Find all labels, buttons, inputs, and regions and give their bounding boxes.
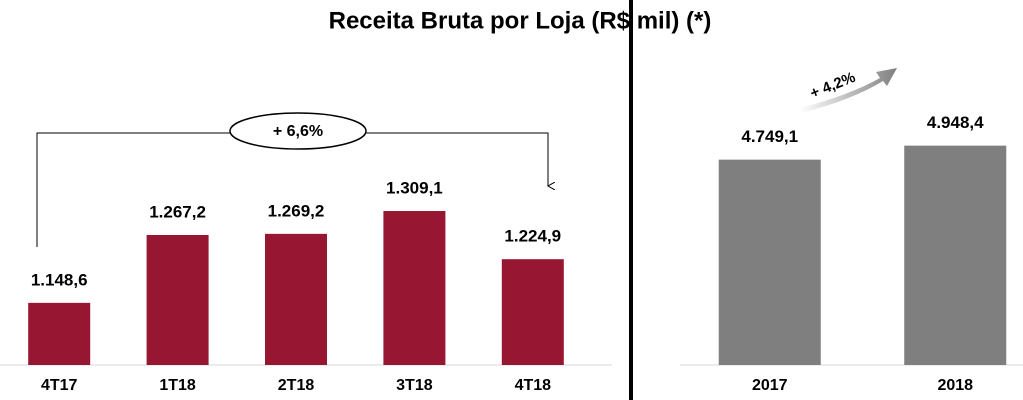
chart-title: Receita Bruta por Loja (R$ mil) (*): [329, 7, 712, 34]
bar: [501, 259, 564, 365]
x-tick-label: 2T18: [278, 377, 315, 394]
value-label: 1.269,2: [268, 201, 325, 220]
bar: [28, 302, 91, 365]
annotation: + 6,6%: [273, 123, 323, 140]
x-tick-label: 4T17: [41, 377, 78, 394]
x-tick-label: 4T18: [515, 377, 552, 394]
growth-arrow: [800, 68, 897, 113]
bar: [146, 234, 209, 365]
bracket-arrow: [36, 132, 548, 247]
annotation-bubble: [229, 112, 367, 150]
x-tick-label: 3T18: [396, 377, 433, 394]
value-label: 4.948,4: [927, 113, 984, 132]
value-label: 1.148,6: [31, 270, 88, 289]
value-label: 4.749,1: [741, 127, 798, 146]
x-tick-label: 2017: [752, 377, 788, 394]
x-tick-label: 2018: [937, 377, 973, 394]
x-tick-label: 1T18: [159, 377, 196, 394]
bar: [383, 211, 446, 365]
bar: [718, 159, 821, 365]
value-label: 1.224,9: [504, 227, 561, 246]
annotation: + 4,2%: [808, 69, 858, 102]
bar: [904, 145, 1007, 365]
bar: [265, 233, 327, 365]
value-label: 1.309,1: [386, 178, 443, 197]
value-label: 1.267,2: [149, 202, 206, 221]
